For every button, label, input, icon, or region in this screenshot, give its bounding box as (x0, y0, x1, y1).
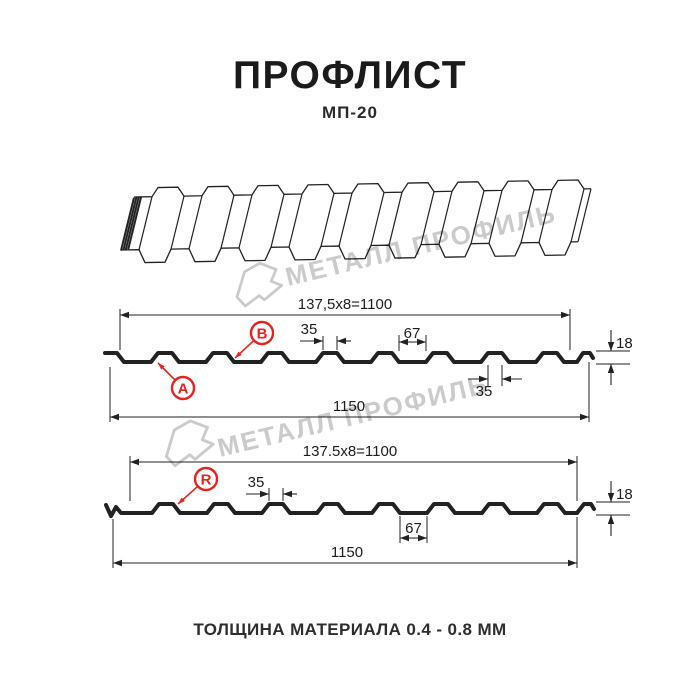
rib-edge-line (170, 195, 185, 250)
arrowhead (479, 375, 488, 383)
arrowhead (130, 458, 139, 466)
arrowhead (580, 413, 589, 421)
brand-watermark-text: МЕТАЛЛ ПРОФИЛЬ (282, 198, 559, 292)
sheet-left-edge (124, 196, 140, 251)
section-r-view: 137.5x8=1100 35 67 18 1150 R (104, 443, 633, 568)
arrowhead (110, 413, 119, 421)
brand-logo (235, 261, 284, 308)
watermark-layer: МЕТАЛЛ ПРОФИЛЬ МЕТАЛЛ ПРОФИЛЬ (164, 198, 560, 468)
arrowhead (568, 458, 577, 466)
rib-edge-line (238, 194, 253, 249)
rib-edge-line (220, 195, 235, 249)
brand-logo (164, 419, 215, 468)
arrowhead (418, 534, 427, 542)
arrowhead (314, 337, 323, 345)
dim-overall-width: 1150 (331, 544, 363, 561)
leader-arrowhead (178, 497, 185, 504)
rib-edge-line (538, 189, 553, 243)
arrowhead (561, 311, 570, 319)
arrowhead (568, 559, 577, 567)
label-circle (170, 375, 196, 401)
leader-line (157, 362, 176, 381)
rib-edge-line (470, 190, 485, 244)
brand-watermark-text: МЕТАЛЛ ПРОФИЛЬ (214, 369, 491, 463)
arrowhead (400, 534, 409, 542)
perspective-view (120, 179, 592, 264)
dim-pitch-total: 137.5x8=1100 (303, 443, 397, 460)
arrowhead (120, 311, 129, 319)
rib-edge-line (188, 195, 203, 249)
leader-arrowhead (158, 363, 165, 370)
profile-outline-a (103, 351, 595, 364)
arrowhead (260, 490, 269, 498)
sheet-left-edge (127, 196, 143, 250)
arrowhead (283, 490, 292, 498)
label-letter: B (257, 326, 268, 343)
rib-edge-line (420, 191, 435, 245)
rib-edge-line (388, 192, 403, 246)
profile-outline-r (104, 502, 596, 518)
dim-height: 18 (616, 335, 633, 352)
arrowhead (607, 493, 615, 502)
sheet-back-edge (133, 179, 592, 198)
dim-valley: 67 (404, 325, 421, 342)
dim-height: 18 (616, 486, 633, 503)
arrowhead (607, 342, 615, 351)
leader-line (177, 485, 199, 505)
sheet-right-edge (577, 188, 592, 242)
dim-rib-top: 35 (301, 321, 318, 338)
page-subtitle: МП-20 (322, 103, 378, 122)
arrowhead (113, 559, 122, 567)
rib-edge-line (270, 194, 285, 248)
rib-edge-line (520, 189, 535, 243)
section-a-view: 137,5x8=1100 35 67 18 35 1150 A B (103, 296, 633, 422)
rib-edge-line (370, 192, 385, 246)
label-circle (193, 466, 219, 492)
sheet-left-edge (122, 196, 138, 251)
rib-edge-line (488, 190, 503, 244)
arrowhead (417, 338, 426, 346)
rib-edge-line (438, 191, 453, 245)
dim-rib-top-lower: 35 (476, 383, 493, 400)
rib-edge-line (570, 188, 585, 243)
arrowhead (337, 337, 346, 345)
rib-edge-line (138, 196, 153, 250)
label-circle (249, 320, 275, 346)
arrowhead (502, 375, 511, 383)
label-letter: A (178, 381, 189, 398)
arrowhead (607, 515, 615, 524)
page-title: ПРОФЛИСТ (232, 54, 468, 97)
dim-pitch-total: 137,5x8=1100 (298, 296, 392, 313)
arrowhead (399, 338, 408, 346)
rib-edge-line (338, 192, 353, 247)
sheet-front-edge (120, 241, 579, 264)
rib-edge-line (320, 193, 335, 247)
leader-line (234, 339, 255, 359)
sheet-left-edge (120, 197, 135, 251)
arrowhead (607, 364, 615, 373)
leader-arrowhead (235, 351, 242, 358)
dim-overall-width: 1150 (333, 398, 365, 415)
label-letter: R (201, 472, 212, 489)
rib-edge-line (288, 193, 303, 248)
dim-rib-top: 35 (248, 474, 265, 491)
dim-valley: 67 (405, 520, 422, 537)
thickness-note: ТОЛЩИНА МАТЕРИАЛА 0.4 - 0.8 ММ (193, 620, 507, 639)
